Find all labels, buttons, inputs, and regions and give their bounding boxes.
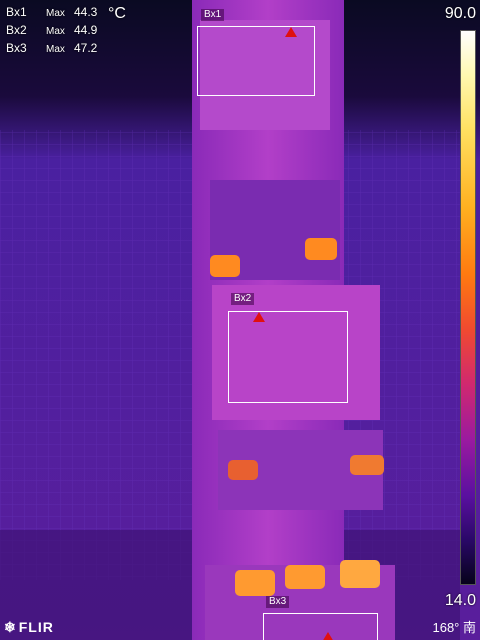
measurement-row: Bx3 Max 47.2: [6, 39, 110, 59]
measurement-value: 44.9: [74, 23, 98, 37]
bx2-tag: Bx2: [231, 293, 255, 305]
bx1-box[interactable]: [197, 26, 315, 96]
measurement-label: Bx1: [6, 5, 27, 19]
bx3-box[interactable]: [263, 613, 378, 640]
bx1-tag: Bx1: [201, 9, 225, 21]
bx3-tag: Bx3: [266, 596, 290, 608]
flir-snowflake-icon: ❄: [4, 619, 17, 635]
measurement-label: Bx2: [6, 23, 27, 37]
bx2-max-marker-icon: [253, 312, 265, 322]
measurement-stat: Max: [46, 44, 65, 55]
scale-max-value: 90.0: [444, 5, 476, 22]
measurement-row: Bx2 Max 44.9: [6, 21, 110, 41]
measurement-label: Bx3: [6, 41, 27, 55]
measurement-value: 47.2: [74, 41, 98, 55]
measurement-row: Bx1 Max 44.3: [6, 3, 110, 23]
bx2-box[interactable]: [228, 311, 348, 403]
brand-logo: ❄ FLIR: [4, 619, 54, 636]
temperature-unit: °C: [108, 5, 126, 22]
scale-min-value: 14.0: [444, 592, 476, 609]
color-scale-bar: [460, 30, 476, 585]
measurement-stat: Max: [46, 8, 65, 19]
compass-heading: 168° 南: [432, 620, 476, 635]
bx1-max-marker-icon: [285, 27, 297, 37]
measurement-stat: Max: [46, 26, 65, 37]
brand-name: FLIR: [18, 619, 54, 635]
measurement-value: 44.3: [74, 5, 98, 19]
bx3-max-marker-icon: [322, 632, 334, 640]
